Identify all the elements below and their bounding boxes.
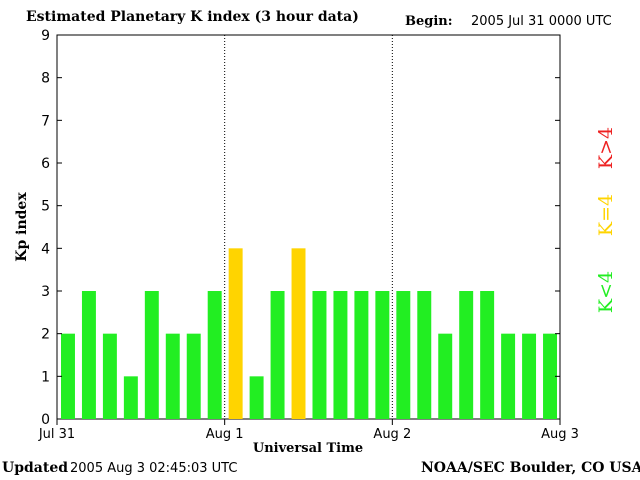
x-tick-label: Aug 1 [206, 427, 244, 442]
kp-bar [354, 291, 369, 419]
y-tick-label: 5 [41, 199, 50, 215]
kp-bar [396, 291, 411, 419]
kp-bar [417, 291, 432, 419]
x-axis-label: Universal Time [253, 441, 363, 456]
kp-bar [480, 291, 495, 419]
y-tick-label: 0 [41, 412, 50, 428]
kp-bar [375, 291, 390, 419]
kp-bars [61, 248, 557, 419]
kp-bar [270, 291, 285, 419]
kp-bar [186, 333, 201, 419]
kp-bar [501, 333, 516, 419]
kp-bar [207, 291, 222, 419]
kp-bar [459, 291, 474, 419]
kp-bar [165, 333, 180, 419]
x-tick-label: Jul 31 [38, 427, 75, 442]
legend-high: K>4 [595, 127, 617, 169]
credit-text: NOAA/SEC Boulder, CO USA [421, 460, 640, 476]
y-tick-label: 2 [41, 327, 50, 343]
y-tick-label: 6 [41, 156, 50, 172]
begin-label: Begin: [405, 14, 453, 29]
kp-bar [333, 291, 348, 419]
kp-bar [438, 333, 453, 419]
x-axis-ticks: Jul 31 Aug 1 Aug 2 Aug 3 [38, 419, 579, 442]
y-tick-label: 4 [41, 241, 50, 257]
y-tick-label: 8 [41, 71, 50, 87]
kp-bar [102, 333, 117, 419]
y-tick-label: 9 [41, 28, 50, 44]
y-tick-label: 7 [41, 113, 50, 129]
plot-frame [56, 34, 561, 420]
updated-label: Updated [2, 460, 69, 476]
kp-bar [249, 376, 264, 419]
kp-bar [312, 291, 327, 419]
x-tick-label: Aug 2 [373, 427, 411, 442]
kp-bar [123, 376, 138, 419]
begin-value: 2005 Jul 31 0000 UTC [471, 14, 612, 29]
y-axis-ticks: 0 1 2 3 4 5 6 7 8 9 [41, 28, 560, 428]
kp-bar [144, 291, 159, 419]
kp-bar [543, 333, 557, 419]
day-divider-lines [224, 35, 393, 419]
legend-equal: K=4 [595, 194, 617, 236]
y-axis-label: Kp index [14, 192, 30, 262]
kp-bar [522, 333, 537, 419]
kp-bar [81, 291, 96, 419]
updated-value: 2005 Aug 3 02:45:03 UTC [70, 461, 238, 476]
kp-bar [291, 248, 306, 419]
legend-low: K<4 [595, 271, 617, 313]
y-tick-label: 3 [41, 284, 50, 300]
y-tick-label: 1 [41, 369, 50, 385]
kp-bar [61, 333, 75, 419]
kp-bar [228, 248, 243, 419]
chart-title: Estimated Planetary K index (3 hour data… [26, 9, 359, 25]
x-tick-label: Aug 3 [541, 427, 579, 442]
